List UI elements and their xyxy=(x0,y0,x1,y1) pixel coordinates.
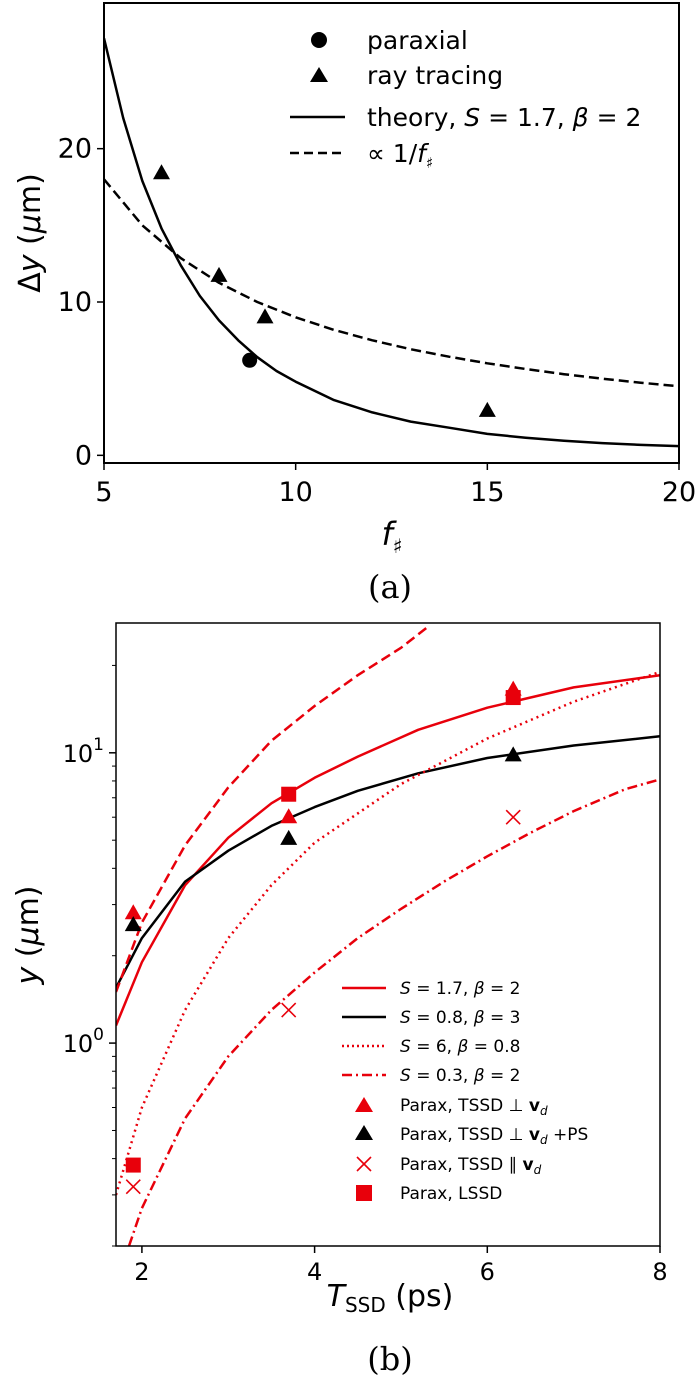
panel-b-y-axis-label: y (μm) xyxy=(11,885,46,985)
panel-a-x-tick-label-3: 20 xyxy=(662,477,696,508)
panel-b-point-parax-tssd-v-d-2 xyxy=(505,809,521,825)
panel-a-x-tick-label-2: 15 xyxy=(470,477,504,508)
panel-b-frame xyxy=(115,622,661,1247)
legend-parax-parallel-label: Parax, TSSD ∥ vd xyxy=(400,1155,542,1177)
panel-b-x-ticks: 2 4 6 8 xyxy=(134,1246,668,1286)
panel-b-series-lines xyxy=(116,626,660,1246)
panel-b-line-s-0-3-2 xyxy=(127,778,660,1246)
panel-a-y-ticks: 0 10 20 xyxy=(58,134,104,471)
panel-b: 2 4 6 8 100 101 TSSD (ps) y (μm) S = 1.7, β … xyxy=(11,622,668,1378)
panel-a-y-tick-label-1: 10 xyxy=(58,287,92,318)
panel-b-point-parax-tssd-v-d-0 xyxy=(124,904,142,920)
legend-s6-label: S = 6, β = 0.8 xyxy=(400,1037,520,1057)
panel-b-y-ticks: 100 101 xyxy=(63,664,116,1247)
legend-ray-tracing-label: ray tracing xyxy=(367,61,503,90)
legend-parax-perp-marker xyxy=(355,1097,373,1112)
legend-paraxial-marker xyxy=(311,32,327,48)
panel-a-point-paraxial-0 xyxy=(242,352,258,368)
legend-parax-parallel-marker xyxy=(356,1156,372,1172)
panel-b-line-s-0-8-3 xyxy=(116,735,660,989)
legend-parax-perp-ps-marker xyxy=(355,1125,373,1140)
legend-parax-perp-ps-label: Parax, TSSD ⊥ vd +PS xyxy=(400,1125,588,1147)
panel-b-point-parax-tssd-v-d-ps-2 xyxy=(504,746,522,762)
panel-a-markers xyxy=(153,164,496,417)
panel-a-line-1-f xyxy=(104,178,679,388)
legend-inverse-f-label: ∝ 1/f♯ xyxy=(367,139,433,172)
panel-b-point-parax-lssd-1 xyxy=(281,786,297,802)
legend-parax-lssd-marker xyxy=(356,1185,372,1201)
panel-a-y-tick-label-0: 0 xyxy=(75,440,92,471)
panel-b-point-parax-tssd-v-d-1 xyxy=(281,1002,297,1018)
panel-a-point-ray-tracing-1 xyxy=(210,266,228,282)
panel-b-point-parax-lssd-0 xyxy=(125,1157,141,1173)
panel-a-x-tick-label-1: 10 xyxy=(278,477,312,508)
legend-ray-tracing-marker xyxy=(310,67,328,82)
panel-b-point-parax-lssd-2 xyxy=(505,690,521,706)
panel-a-legend: paraxial ray tracing theory, S = 1.7, β … xyxy=(290,26,641,172)
panel-a-frame xyxy=(103,2,680,464)
legend-parax-perp-label: Parax, TSSD ⊥ vd xyxy=(400,1096,548,1118)
panel-b-x-tick-label-0: 2 xyxy=(134,1258,149,1286)
panel-a-series-lines xyxy=(104,38,679,448)
panel-b-legend: S = 1.7, β = 2 S = 0.8, β = 3 S = 6, β =… xyxy=(342,979,588,1204)
legend-theory-label: theory, S = 1.7, β = 2 xyxy=(367,103,641,132)
panel-a-point-ray-tracing-3 xyxy=(478,401,496,417)
panel-b-y-tick-label-0: 100 xyxy=(63,1025,104,1058)
panel-b-line-series-4 xyxy=(116,626,428,993)
panel-b-point-parax-tssd-v-d-0 xyxy=(125,1179,141,1195)
legend-s17-label: S = 1.7, β = 2 xyxy=(400,979,520,999)
panel-b-line-s-1-7-2 xyxy=(116,673,660,1026)
panel-b-point-parax-tssd-v-d-1 xyxy=(280,808,298,824)
panel-a-y-axis-label: Δy (μm) xyxy=(13,173,48,293)
panel-b-x-axis-label: TSSD (ps) xyxy=(327,1279,454,1317)
panel-b-point-parax-tssd-v-d-ps-1 xyxy=(280,829,298,845)
panel-a-y-tick-label-2: 20 xyxy=(58,134,92,165)
legend-s08-label: S = 0.8, β = 3 xyxy=(400,1008,520,1028)
panel-a-x-ticks: 5 10 15 20 xyxy=(95,463,696,508)
panel-b-y-tick-label-1: 101 xyxy=(63,735,104,768)
legend-s03-label: S = 0.3, β = 2 xyxy=(400,1066,520,1086)
panel-b-x-tick-label-3: 8 xyxy=(652,1258,667,1286)
panel-b-markers xyxy=(124,680,522,1195)
panel-a: 5 10 15 20 0 10 20 f♯ Δy (μm) paraxial ray tr… xyxy=(13,2,696,606)
panel-a-point-ray-tracing-2 xyxy=(256,308,274,324)
panel-a-line-theory-s-1-7-2 xyxy=(104,38,679,448)
panel-b-point-parax-tssd-v-d-ps-0 xyxy=(124,916,142,932)
panel-a-x-axis-label: f♯ xyxy=(382,515,403,558)
legend-parax-lssd-label: Parax, LSSD xyxy=(400,1184,502,1204)
panel-b-caption: (b) xyxy=(367,1340,412,1378)
panel-b-line-s-6-0-8 xyxy=(116,670,660,1196)
panel-a-point-ray-tracing-0 xyxy=(153,164,170,180)
panel-a-x-tick-label-0: 5 xyxy=(95,477,112,508)
legend-paraxial-label: paraxial xyxy=(367,26,468,55)
panel-a-caption: (a) xyxy=(368,568,412,606)
panel-b-x-tick-label-2: 6 xyxy=(480,1258,495,1286)
panel-b-x-tick-label-1: 4 xyxy=(307,1258,322,1286)
